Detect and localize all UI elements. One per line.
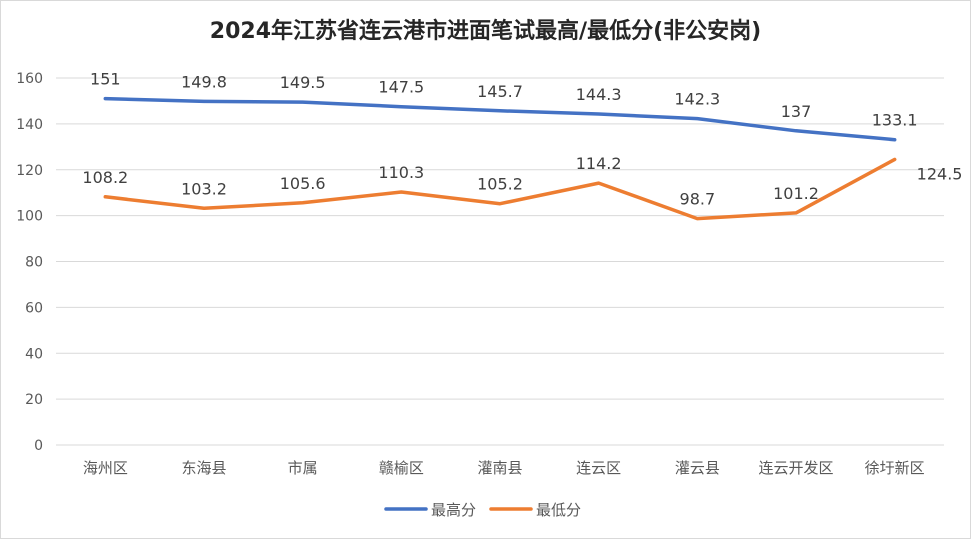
x-tick-label: 连云开发区	[758, 459, 833, 477]
chart-title: 2024年江苏省连云港市进面笔试最高/最低分(非公安岗)	[209, 19, 762, 44]
y-tick-label: 60	[25, 300, 43, 316]
series-line-2	[103, 157, 897, 221]
legend-label: 最低分	[536, 501, 581, 519]
data-label: 105.6	[280, 174, 326, 193]
x-tick-label: 灌南县	[477, 459, 522, 477]
y-tick-label: 0	[34, 438, 43, 454]
data-label: 101.2	[773, 184, 819, 203]
data-label: 142.3	[674, 90, 720, 109]
data-label: 133.1	[872, 111, 918, 130]
y-tick-label: 100	[16, 209, 43, 225]
y-tick-label: 140	[16, 117, 43, 133]
y-tick-label: 40	[25, 346, 43, 362]
x-tick-label: 市属	[288, 459, 318, 477]
y-tick-label: 160	[16, 71, 43, 87]
data-label: 144.3	[576, 85, 622, 104]
legend: 最高分 最低分	[384, 501, 581, 519]
y-tick-label: 20	[25, 392, 43, 408]
data-label: 110.3	[378, 163, 424, 182]
data-labels: 151 149.8 149.5 147.5 145.7 144.3 142.3 137 133.…	[82, 70, 962, 209]
data-label: 114.2	[576, 154, 622, 173]
data-label: 151	[90, 70, 121, 89]
data-label: 124.5	[917, 164, 963, 183]
y-tick-label: 80	[25, 255, 43, 271]
data-label: 108.2	[82, 168, 128, 187]
data-label: 105.2	[477, 175, 523, 194]
x-tick-label: 赣榆区	[379, 459, 424, 477]
data-label: 98.7	[680, 190, 716, 209]
x-tick-label: 连云区	[576, 459, 621, 477]
data-label: 149.5	[280, 73, 326, 92]
data-label: 137	[781, 102, 812, 121]
data-label: 145.7	[477, 82, 523, 101]
series-line-1	[103, 96, 897, 142]
legend-label: 最高分	[431, 501, 476, 519]
y-tick-label: 120	[16, 163, 43, 179]
data-label: 103.2	[181, 179, 227, 198]
x-tick-label: 东海县	[181, 459, 226, 477]
gridlines	[56, 77, 944, 446]
data-label: 149.8	[181, 72, 227, 91]
series	[103, 96, 897, 221]
axes: 0 20 40 60 80 100 120 140 160 海州区 东海县 市属 赣榆区 灌南县 连云区 灌云…	[16, 71, 924, 477]
x-tick-label: 灌云县	[675, 459, 720, 477]
x-tick-label: 徐圩新区	[865, 459, 925, 477]
data-label: 147.5	[378, 78, 424, 97]
x-tick-label: 海州区	[83, 459, 128, 477]
